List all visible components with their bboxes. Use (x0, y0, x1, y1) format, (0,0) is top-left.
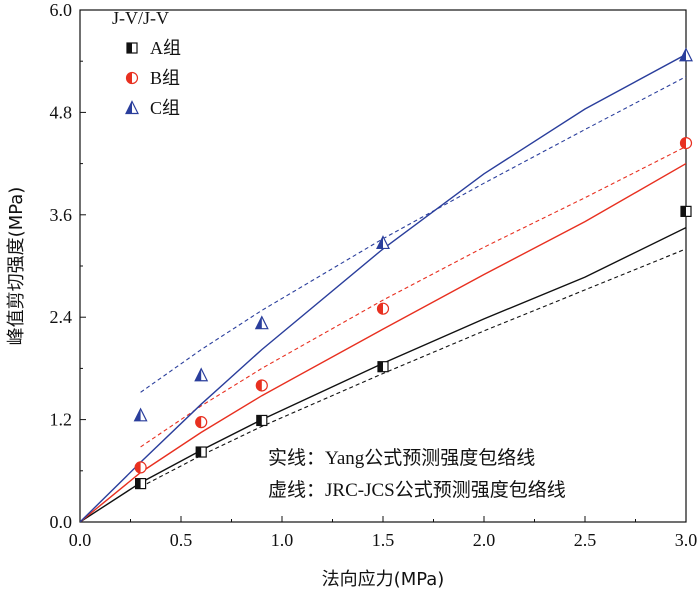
data-point (133, 407, 148, 422)
data-point (194, 367, 209, 382)
legend-label: A组 (150, 38, 181, 58)
legend-marker (125, 71, 139, 85)
data-point (376, 235, 390, 250)
annotation-solid-line: 实线：Yang公式预测强度包络线 (268, 447, 535, 469)
data-point (255, 379, 268, 392)
solid-fit-line (80, 53, 686, 522)
y-tick-label: 6.0 (50, 0, 73, 20)
x-tick-label: 2.5 (574, 530, 597, 550)
legend-label: C组 (150, 98, 180, 118)
data-point (679, 137, 693, 150)
legend-label: B组 (150, 68, 180, 88)
dashed-fit-line (140, 248, 686, 488)
data-point (376, 302, 390, 315)
annotations: 实线：Yang公式预测强度包络线 虚线：JRC-JCS公式预测强度包络线 (268, 447, 566, 501)
data-point (680, 205, 692, 217)
data-point (256, 414, 268, 427)
x-axis-label: 法向应力(MPa) (322, 569, 445, 590)
data-point (135, 478, 147, 490)
x-tick-label: 1.5 (372, 530, 395, 550)
y-tick-label: 0.0 (50, 512, 73, 532)
axes: 0.0 0.5 1.0 1.5 2.0 2.5 3.0 0.0 1.2 2.4 3.6 4.8 6.0 (50, 0, 698, 550)
data-point (377, 361, 389, 373)
legend-marker (126, 42, 138, 54)
y-tick-label: 2.4 (50, 307, 73, 327)
data-points (133, 47, 693, 490)
data-point (679, 47, 693, 62)
data-point (195, 446, 207, 458)
x-tick-label: 0.5 (170, 530, 193, 550)
dashed-fit-line (140, 76, 686, 393)
x-tick-label: 3.0 (675, 530, 698, 550)
dashed-fit-line (140, 146, 686, 448)
y-tick-label: 3.6 (50, 205, 73, 225)
x-tick-label: 1.0 (271, 530, 294, 550)
data-point (254, 315, 269, 330)
legend-marker (125, 100, 139, 115)
y-axis-label: 峰值剪切强度(MPa) (6, 187, 27, 346)
x-tick-label: 2.0 (473, 530, 496, 550)
data-point (134, 461, 147, 474)
legend: J-V/J-V A组 B组 C组 (112, 8, 181, 118)
legend-title: J-V/J-V (112, 8, 169, 28)
annotation-dashed-line: 虚线：JRC-JCS公式预测强度包络线 (268, 479, 566, 501)
solid-fit-line (80, 162, 686, 522)
x-tick-label: 0.0 (69, 530, 92, 550)
y-tick-label: 1.2 (50, 410, 73, 430)
solid-fit-line (80, 226, 686, 522)
data-point (195, 416, 208, 429)
y-tick-label: 4.8 (50, 102, 73, 122)
